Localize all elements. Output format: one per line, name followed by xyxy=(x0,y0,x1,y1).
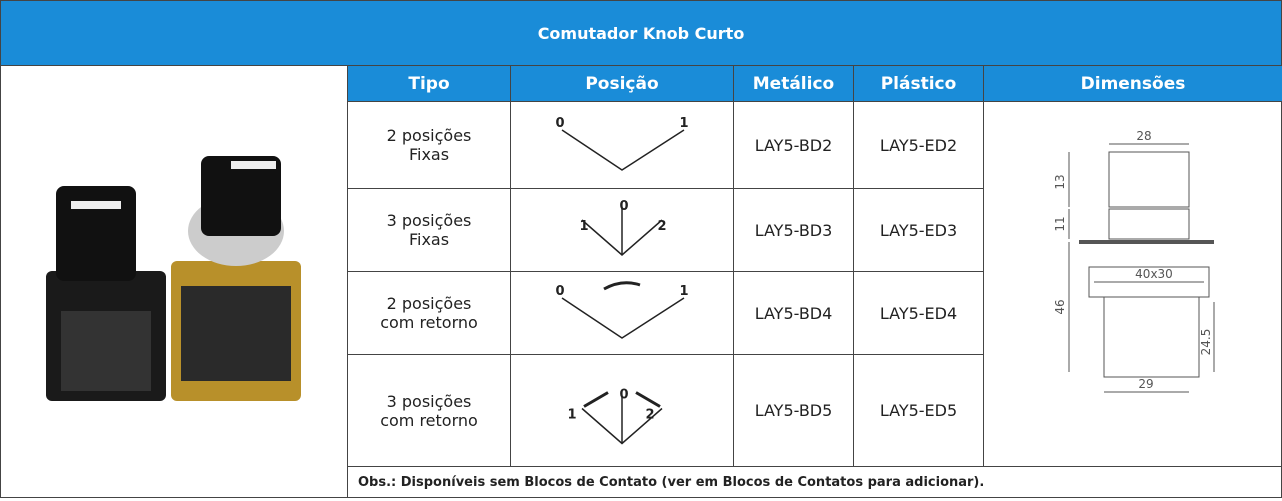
dim-label: 40x30 xyxy=(1135,267,1173,281)
tipo-line: 3 posições xyxy=(386,211,472,230)
plastico-cell: LAY5-ED4 xyxy=(853,271,984,355)
position-label: 1 xyxy=(579,219,588,234)
title-bar: Comutador Knob Curto xyxy=(0,0,1282,66)
header-cell: Posição xyxy=(510,65,734,102)
tipo-line: 2 posições xyxy=(386,294,472,313)
position-label: 2 xyxy=(645,408,654,423)
metalico-cell: LAY5-BD2 xyxy=(733,101,854,189)
tipo-line: com retorno xyxy=(380,313,478,332)
position-diagram: 1 0 2 xyxy=(579,199,666,256)
tipo-line: 3 posições xyxy=(386,391,472,411)
position-label: 1 xyxy=(567,408,576,423)
product-photo xyxy=(0,65,348,498)
dimension-drawing: 28 13 11 40x30 46 24.5 29 xyxy=(1053,129,1215,393)
dimensions-cell: 28 13 11 40x30 46 24.5 29 xyxy=(983,101,1282,467)
header-cell: Plástico xyxy=(853,65,984,102)
position-label: 2 xyxy=(657,219,666,234)
dim-label: 46 xyxy=(1053,299,1067,314)
position-label: 1 xyxy=(679,116,688,131)
note: Obs.: Disponíveis sem Blocos de Contato … xyxy=(347,466,1282,498)
metalico-cell: LAY5-BD3 xyxy=(733,188,854,272)
tipo-line: Fixas xyxy=(408,145,450,164)
header-cell: Dimensões xyxy=(983,65,1282,102)
header-cell: Metálico xyxy=(733,65,854,102)
title: Comutador Knob Curto xyxy=(537,23,745,43)
header-cell: Tipo xyxy=(347,65,511,102)
tipo-line: 2 posições xyxy=(386,126,472,145)
dim-label: 24.5 xyxy=(1199,329,1213,356)
position-label: 0 xyxy=(555,116,564,131)
position-label: 0 xyxy=(619,388,628,403)
plastico-cell: LAY5-ED5 xyxy=(853,354,984,467)
photo-drawing xyxy=(46,156,301,401)
tipo-cell: 2 posições Fixas xyxy=(347,101,511,189)
metalico-cell: LAY5-BD5 xyxy=(733,354,854,467)
position-cell: 1 0 2 xyxy=(510,188,734,272)
dim-label: 13 xyxy=(1053,174,1067,189)
position-label: 0 xyxy=(555,284,564,299)
plastico-cell: LAY5-ED2 xyxy=(853,101,984,189)
tipo-line: com retorno xyxy=(380,410,478,430)
position-cell: 1 0 2 xyxy=(510,354,734,467)
metalico-cell: LAY5-BD4 xyxy=(733,271,854,355)
position-label: 0 xyxy=(619,199,628,214)
tipo-cell: 3 posições Fixas xyxy=(347,188,511,272)
tipo-cell: 2 posições com retorno xyxy=(347,271,511,355)
dim-label: 28 xyxy=(1136,129,1151,143)
plastico-cell: LAY5-ED3 xyxy=(853,188,984,272)
position-label: 1 xyxy=(679,284,688,299)
dim-label: 11 xyxy=(1053,216,1067,231)
tipo-cell: 3 posições com retorno xyxy=(347,354,511,467)
tipo-line: Fixas xyxy=(408,230,450,249)
dim-label: 29 xyxy=(1138,377,1153,391)
position-diagram: 1 0 2 xyxy=(567,388,662,445)
